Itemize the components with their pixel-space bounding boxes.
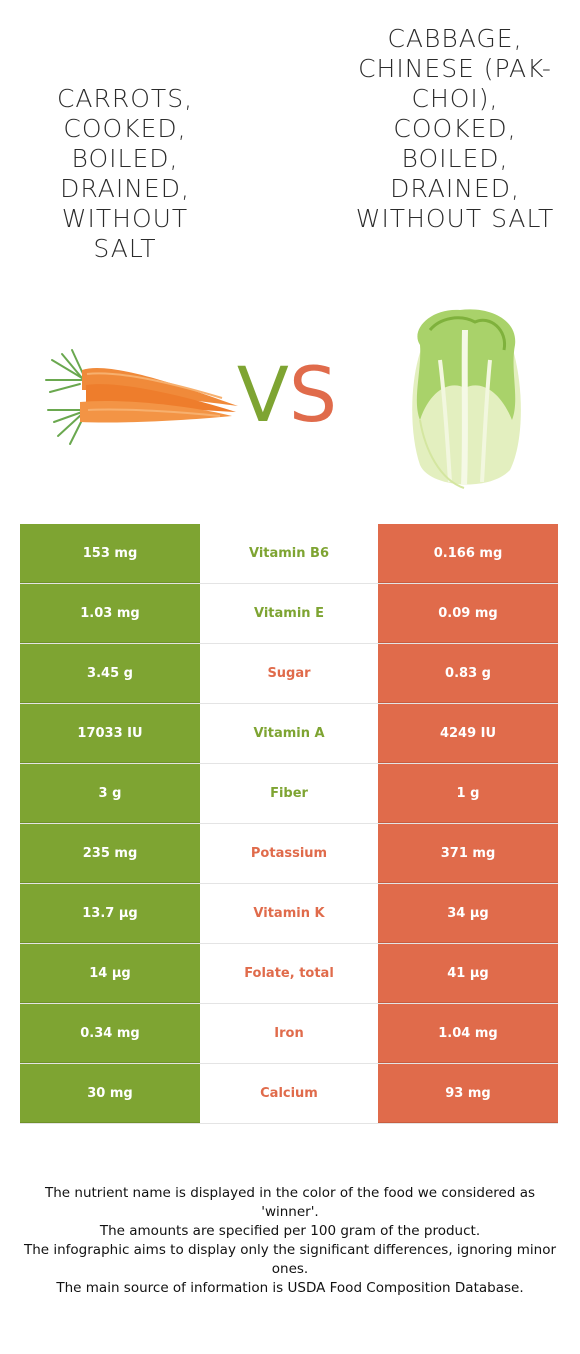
table-row: 3.45 g Sugar 0.83 g	[20, 644, 558, 704]
left-value: 3 g	[20, 764, 200, 823]
nutrient-name: Calcium	[200, 1064, 378, 1123]
left-value: 17033 IU	[20, 704, 200, 763]
table-row: 235 mg Potassium 371 mg	[20, 824, 558, 884]
vs-s: S	[288, 350, 338, 439]
footnote-line: The infographic aims to display only the…	[23, 1242, 557, 1277]
footnote-line: The main source of information is USDA F…	[56, 1280, 524, 1296]
footnote-line: The nutrient name is displayed in the co…	[44, 1185, 536, 1220]
nutrient-table: 153 mg Vitamin B6 0.166 mg 1.03 mg Vitamin E…	[20, 524, 558, 1124]
table-row: 14 µg Folate, total 41 µg	[20, 944, 558, 1004]
table-row: 3 g Fiber 1 g	[20, 764, 558, 824]
footnote: The nutrient name is displayed in the co…	[20, 1184, 560, 1298]
table-row: 30 mg Calcium 93 mg	[20, 1064, 558, 1124]
table-row: 153 mg Vitamin B6 0.166 mg	[20, 524, 558, 584]
left-food-title: CARROTS, COOKED, BOILED, DRAINED, WITHOU…	[56, 84, 194, 263]
left-value: 30 mg	[20, 1064, 200, 1123]
right-value: 1.04 mg	[378, 1004, 558, 1063]
vs-label: VS	[222, 350, 352, 440]
table-row: 0.34 mg Iron 1.04 mg	[20, 1004, 558, 1064]
footnote-line: The amounts are specified per 100 gram o…	[99, 1223, 481, 1239]
right-value: 0.09 mg	[378, 584, 558, 643]
vs-v: V	[236, 350, 289, 439]
nutrient-name: Sugar	[200, 644, 378, 703]
nutrient-name: Vitamin K	[200, 884, 378, 943]
cabbage-image	[412, 309, 521, 489]
table-row: 1.03 mg Vitamin E 0.09 mg	[20, 584, 558, 644]
table-row: 13.7 µg Vitamin K 34 µg	[20, 884, 558, 944]
left-value: 14 µg	[20, 944, 200, 1003]
nutrient-name: Vitamin E	[200, 584, 378, 643]
right-food-title: CABBAGE, CHINESE (PAK-CHOI), COOKED, BOI…	[355, 24, 555, 233]
right-value: 0.83 g	[378, 644, 558, 703]
left-value: 235 mg	[20, 824, 200, 883]
right-value: 0.166 mg	[378, 524, 558, 583]
carrot-image	[45, 349, 238, 445]
nutrient-name: Folate, total	[200, 944, 378, 1003]
nutrient-name: Vitamin A	[200, 704, 378, 763]
left-value: 0.34 mg	[20, 1004, 200, 1063]
left-value: 3.45 g	[20, 644, 200, 703]
right-value: 1 g	[378, 764, 558, 823]
nutrient-name: Fiber	[200, 764, 378, 823]
right-value: 93 mg	[378, 1064, 558, 1123]
right-value: 41 µg	[378, 944, 558, 1003]
left-value: 153 mg	[20, 524, 200, 583]
nutrient-name: Vitamin B6	[200, 524, 378, 583]
right-value: 371 mg	[378, 824, 558, 883]
nutrient-name: Potassium	[200, 824, 378, 883]
table-row: 17033 IU Vitamin A 4249 IU	[20, 704, 558, 764]
left-value: 13.7 µg	[20, 884, 200, 943]
right-value: 34 µg	[378, 884, 558, 943]
right-value: 4249 IU	[378, 704, 558, 763]
left-value: 1.03 mg	[20, 584, 200, 643]
nutrient-name: Iron	[200, 1004, 378, 1063]
